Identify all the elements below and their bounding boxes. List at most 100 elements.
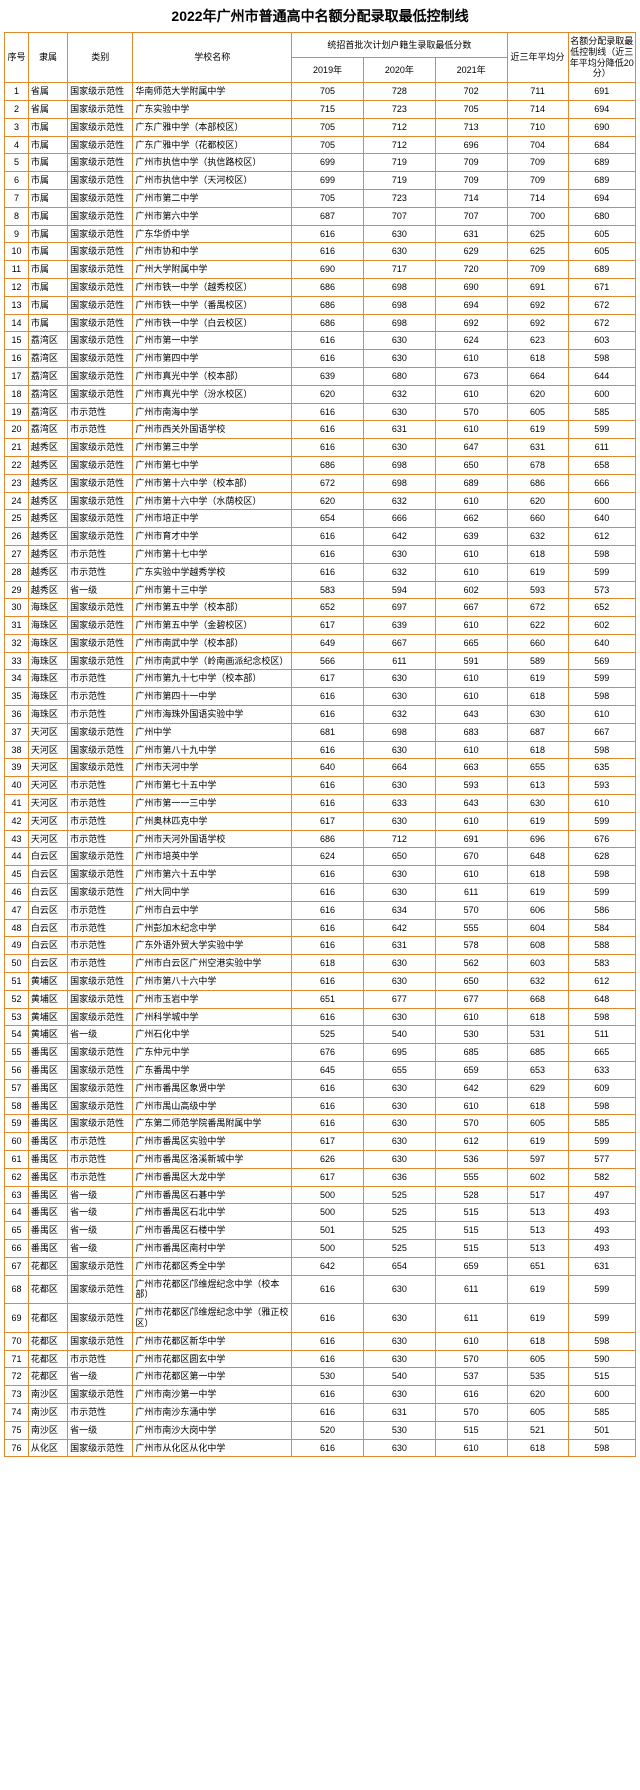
- table-row: 58番禺区国家级示范性广州市禺山高级中学616630610618598: [5, 1097, 636, 1115]
- cell-2020: 630: [363, 1079, 435, 1097]
- table-row: 46白云区国家级示范性广州大同中学616630611619599: [5, 884, 636, 902]
- cell-avg: 535: [507, 1368, 568, 1386]
- cell-affil: 海珠区: [28, 688, 67, 706]
- cell-avg: 605: [507, 1350, 568, 1368]
- cell-school: 广州市南沙东涌中学: [133, 1403, 292, 1421]
- cell-avg: 664: [507, 367, 568, 385]
- cell-2020: 630: [363, 1133, 435, 1151]
- table-row: 13市属国家级示范性广州市铁一中学（番禺校区）686698694692672: [5, 296, 636, 314]
- cell-school: 广州科学城中学: [133, 1008, 292, 1026]
- cell-category: 省一级: [68, 1222, 133, 1240]
- cell-ctrl: 598: [568, 741, 636, 759]
- cell-school: 广州市第十三中学: [133, 581, 292, 599]
- cell-school: 广州市白云区广州空港实验中学: [133, 955, 292, 973]
- cell-affil: 越秀区: [28, 510, 67, 528]
- cell-seq: 46: [5, 884, 29, 902]
- cell-2020: 632: [363, 492, 435, 510]
- cell-category: 省一级: [68, 1186, 133, 1204]
- cell-affil: 白云区: [28, 919, 67, 937]
- cell-2021: 690: [435, 278, 507, 296]
- table-row: 59番禺区国家级示范性广东第二师范学院番禺附属中学616630570605585: [5, 1115, 636, 1133]
- cell-school: 广州市第九十七中学（校本部）: [133, 670, 292, 688]
- cell-ctrl: 694: [568, 189, 636, 207]
- cell-avg: 619: [507, 421, 568, 439]
- table-row: 22越秀区国家级示范性广州市第七中学686698650678658: [5, 456, 636, 474]
- cell-seq: 9: [5, 225, 29, 243]
- cell-affil: 白云区: [28, 866, 67, 884]
- cell-affil: 越秀区: [28, 474, 67, 492]
- cell-avg: 711: [507, 83, 568, 101]
- cell-school: 广州市第七中学: [133, 456, 292, 474]
- cell-seq: 65: [5, 1222, 29, 1240]
- cell-seq: 5: [5, 154, 29, 172]
- cell-2020: 633: [363, 795, 435, 813]
- cell-school: 广州市育才中学: [133, 528, 292, 546]
- cell-affil: 市属: [28, 225, 67, 243]
- cell-seq: 61: [5, 1151, 29, 1169]
- table-row: 37天河区国家级示范性广州中学681698683687667: [5, 723, 636, 741]
- cell-ctrl: 691: [568, 83, 636, 101]
- cell-2020: 712: [363, 118, 435, 136]
- table-row: 60番禺区市示范性广州市番禺区实验中学617630612619599: [5, 1133, 636, 1151]
- table-row: 24越秀区国家级示范性广州市第十六中学（水荫校区）620632610620600: [5, 492, 636, 510]
- cell-seq: 32: [5, 634, 29, 652]
- table-row: 19荔湾区市示范性广州市南海中学616630570605585: [5, 403, 636, 421]
- cell-affil: 海珠区: [28, 617, 67, 635]
- cell-affil: 黄埔区: [28, 973, 67, 991]
- cell-2020: 631: [363, 421, 435, 439]
- header-school: 学校名称: [133, 33, 292, 83]
- cell-seq: 12: [5, 278, 29, 296]
- cell-affil: 白云区: [28, 884, 67, 902]
- cell-2021: 665: [435, 634, 507, 652]
- cell-category: 市示范性: [68, 688, 133, 706]
- cell-category: 国家级示范性: [68, 189, 133, 207]
- cell-avg: 685: [507, 1044, 568, 1062]
- cell-2021: 667: [435, 599, 507, 617]
- cell-avg: 513: [507, 1222, 568, 1240]
- table-row: 65番禺区省一级广州市番禺区石楼中学501525515513493: [5, 1222, 636, 1240]
- cell-avg: 691: [507, 278, 568, 296]
- cell-category: 国家级示范性: [68, 154, 133, 172]
- cell-school: 广州市铁一中学（白云校区）: [133, 314, 292, 332]
- table-row: 75南沙区省一级广州市南沙大岗中学520530515521501: [5, 1421, 636, 1439]
- table-row: 5市属国家级示范性广州市执信中学（执信路校区）699719709709689: [5, 154, 636, 172]
- cell-avg: 709: [507, 154, 568, 172]
- cell-category: 市示范性: [68, 919, 133, 937]
- cell-2020: 630: [363, 955, 435, 973]
- cell-category: 国家级示范性: [68, 1439, 133, 1457]
- cell-2020: 630: [363, 1332, 435, 1350]
- cell-school: 广州市玉岩中学: [133, 990, 292, 1008]
- cell-category: 国家级示范性: [68, 866, 133, 884]
- table-row: 56番禺区国家级示范性广东番禺中学645655659653633: [5, 1062, 636, 1080]
- cell-ctrl: 599: [568, 1275, 636, 1304]
- cell-seq: 21: [5, 439, 29, 457]
- cell-school: 广东实验中学越秀学校: [133, 563, 292, 581]
- cell-affil: 白云区: [28, 955, 67, 973]
- cell-avg: 606: [507, 901, 568, 919]
- cell-2020: 611: [363, 652, 435, 670]
- cell-avg: 704: [507, 136, 568, 154]
- cell-school: 广东广雅中学（花都校区）: [133, 136, 292, 154]
- cell-category: 国家级示范性: [68, 367, 133, 385]
- cell-avg: 589: [507, 652, 568, 670]
- cell-2021: 692: [435, 314, 507, 332]
- cell-seq: 43: [5, 830, 29, 848]
- cell-2021: 570: [435, 901, 507, 919]
- cell-school: 广州市花都区秀全中学: [133, 1257, 292, 1275]
- cell-affil: 荔湾区: [28, 421, 67, 439]
- cell-affil: 番禺区: [28, 1079, 67, 1097]
- cell-ctrl: 598: [568, 1439, 636, 1457]
- cell-school: 广州大学附属中学: [133, 261, 292, 279]
- cell-seq: 48: [5, 919, 29, 937]
- cell-school: 广州市执信中学（天河校区）: [133, 172, 292, 190]
- cell-2019: 616: [292, 545, 364, 563]
- cell-category: 市示范性: [68, 1151, 133, 1169]
- cell-2019: 616: [292, 1386, 364, 1404]
- cell-school: 广州市铁一中学（越秀校区）: [133, 278, 292, 296]
- cell-2021: 611: [435, 1275, 507, 1304]
- cell-2020: 630: [363, 1304, 435, 1333]
- cell-affil: 番禺区: [28, 1168, 67, 1186]
- cell-seq: 47: [5, 901, 29, 919]
- cell-2021: 714: [435, 189, 507, 207]
- cell-2020: 630: [363, 866, 435, 884]
